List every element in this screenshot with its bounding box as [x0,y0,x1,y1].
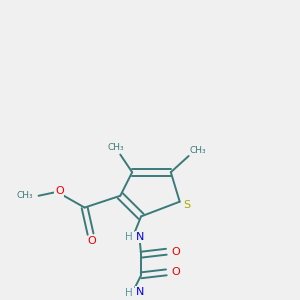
Text: N: N [135,286,144,296]
Text: S: S [184,200,191,210]
Text: O: O [171,247,180,257]
Text: CH₃: CH₃ [189,146,206,154]
Text: CH₃: CH₃ [17,191,34,200]
Text: O: O [88,236,96,246]
Text: H: H [125,232,133,242]
Text: O: O [171,267,180,278]
Text: H: H [125,288,133,298]
Text: N: N [135,232,144,242]
Text: O: O [55,186,64,197]
Text: CH₃: CH₃ [107,143,124,152]
